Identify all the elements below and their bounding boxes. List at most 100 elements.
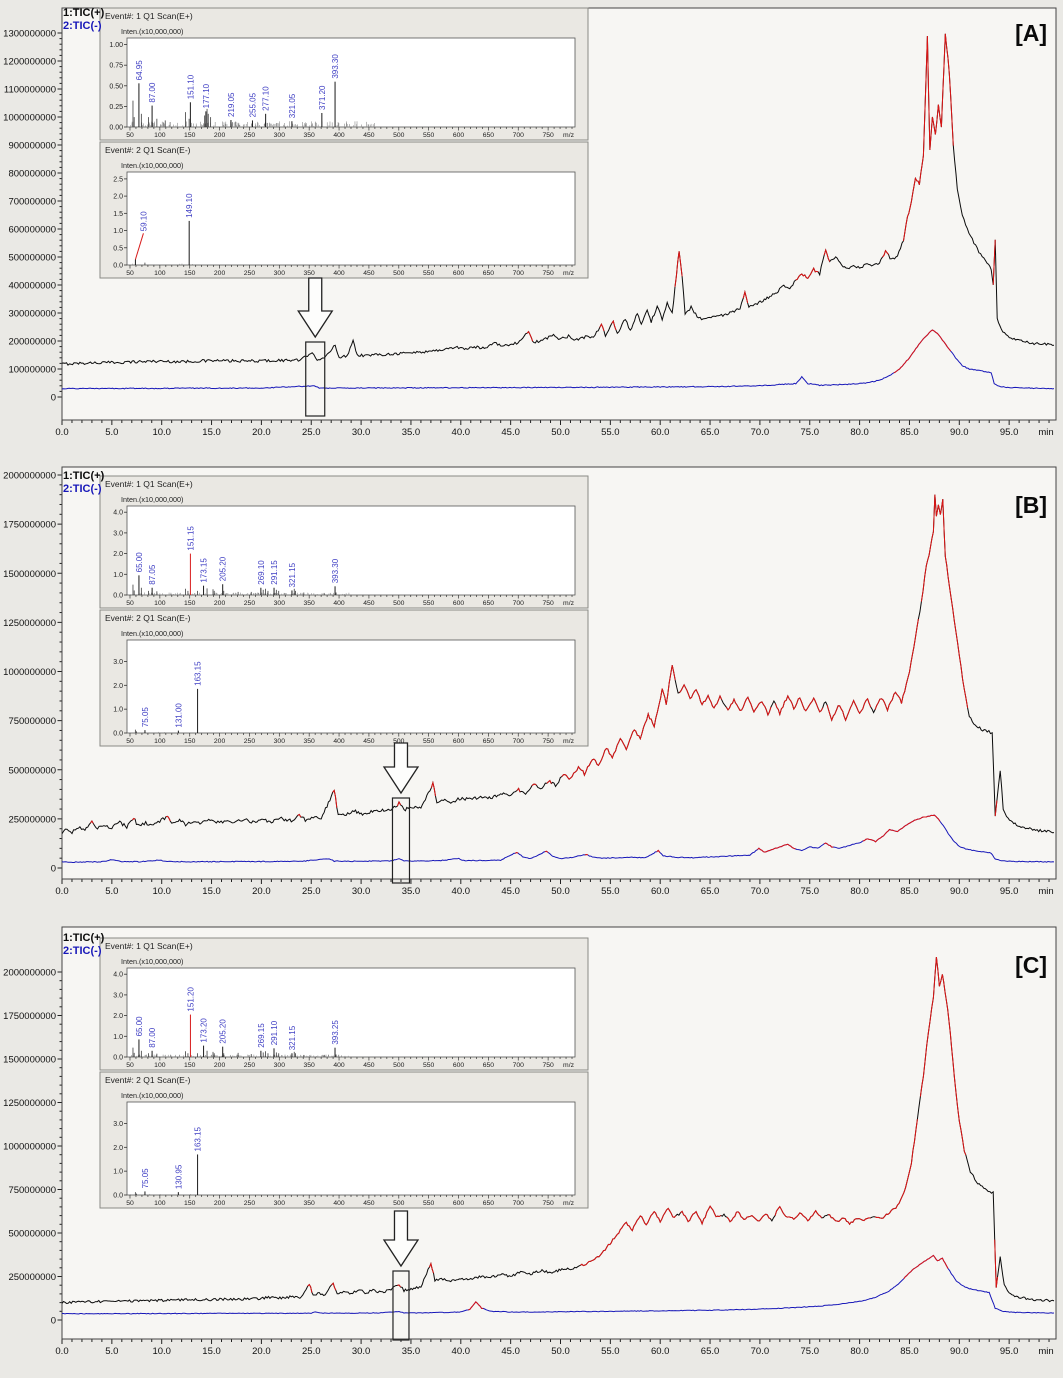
svg-text:300: 300 (274, 132, 286, 139)
svg-text:400000000: 400000000 (8, 281, 56, 292)
svg-text:100: 100 (154, 1062, 166, 1069)
svg-text:500: 500 (393, 132, 405, 139)
svg-text:5.0: 5.0 (105, 1346, 118, 1357)
svg-text:87.05: 87.05 (148, 564, 157, 585)
svg-text:300: 300 (274, 600, 286, 607)
svg-text:75.0: 75.0 (801, 427, 820, 438)
svg-text:50: 50 (126, 600, 134, 607)
svg-text:55.0: 55.0 (601, 427, 620, 438)
svg-text:600: 600 (453, 738, 465, 745)
svg-text:80.0: 80.0 (850, 1346, 869, 1357)
svg-text:450: 450 (363, 738, 375, 745)
svg-text:650: 650 (483, 1062, 495, 1069)
inset-ms-scan-negative: Event#: 2 Q1 Scan(E-) Inten.(x10,000,000)… (99, 609, 589, 747)
svg-text:1.5: 1.5 (113, 211, 123, 218)
svg-text:291.15: 291.15 (270, 560, 279, 585)
svg-text:550: 550 (423, 600, 435, 607)
svg-text:400: 400 (333, 270, 345, 277)
marker-arrow-icon (382, 1210, 420, 1268)
svg-text:m/z: m/z (563, 132, 575, 139)
svg-text:m/z: m/z (563, 1200, 575, 1207)
svg-text:400: 400 (333, 1062, 345, 1069)
svg-text:300000000: 300000000 (8, 309, 56, 320)
svg-text:1.0: 1.0 (113, 707, 123, 714)
svg-text:100: 100 (154, 600, 166, 607)
svg-text:1500000000: 1500000000 (3, 569, 56, 580)
svg-text:10.0: 10.0 (152, 886, 171, 897)
inset-ms-scan-positive: Event#: 1 Q1 Scan(E+) Inten.(x10,000,000)… (99, 937, 589, 1071)
svg-text:269.15: 269.15 (257, 1023, 266, 1048)
svg-text:750: 750 (542, 1062, 554, 1069)
svg-text:250: 250 (244, 738, 256, 745)
svg-text:1000000000: 1000000000 (3, 667, 56, 678)
svg-text:2.0: 2.0 (113, 1145, 123, 1152)
inset-ms-scan-positive: Event#: 1 Q1 Scan(E+) Inten.(x10,000,000)… (99, 475, 589, 609)
legend-tic-positive: 1:TIC(+) (63, 932, 105, 944)
panel-label-c: [C] (1015, 952, 1047, 978)
svg-text:80.0: 80.0 (850, 427, 869, 438)
svg-text:0.0: 0.0 (113, 593, 123, 600)
svg-text:15.0: 15.0 (202, 886, 221, 897)
svg-text:163.15: 163.15 (194, 1126, 203, 1151)
traces (62, 957, 1055, 1315)
svg-text:45.0: 45.0 (501, 886, 520, 897)
svg-text:149.10: 149.10 (185, 193, 194, 218)
svg-text:45.0: 45.0 (501, 427, 520, 438)
svg-text:25.0: 25.0 (302, 1346, 321, 1357)
svg-text:10.0: 10.0 (152, 427, 171, 438)
svg-text:200: 200 (214, 738, 226, 745)
svg-text:Inten.(x10,000,000): Inten.(x10,000,000) (121, 957, 183, 966)
svg-text:87.00: 87.00 (148, 1027, 157, 1048)
svg-text:100: 100 (154, 738, 166, 745)
svg-text:350: 350 (304, 132, 316, 139)
svg-text:700000000: 700000000 (8, 197, 56, 208)
svg-text:1250000000: 1250000000 (3, 1098, 56, 1109)
svg-text:250: 250 (244, 1062, 256, 1069)
inset-ms-scan-negative: Event#: 2 Q1 Scan(E-) Inten.(x10,000,000)… (99, 141, 589, 279)
svg-text:10.0: 10.0 (152, 1346, 171, 1357)
svg-text:1500000000: 1500000000 (3, 1055, 56, 1066)
svg-text:min: min (1038, 427, 1053, 438)
svg-text:100: 100 (154, 1200, 166, 1207)
svg-text:200: 200 (214, 132, 226, 139)
svg-text:64.95: 64.95 (135, 60, 144, 81)
svg-text:750: 750 (542, 132, 554, 139)
svg-text:250: 250 (244, 1200, 256, 1207)
svg-text:550: 550 (423, 1062, 435, 1069)
svg-text:1.0: 1.0 (113, 228, 123, 235)
svg-text:30.0: 30.0 (352, 1346, 371, 1357)
svg-text:50.0: 50.0 (551, 886, 570, 897)
trace-legend-c: 1:TIC(+) 2:TIC(-) (63, 932, 104, 957)
y-axis: 0 100000000 200000000 300000000 400000000 500… (3, 29, 62, 404)
svg-text:30.0: 30.0 (352, 427, 371, 438)
svg-text:350: 350 (304, 1200, 316, 1207)
svg-text:65.0: 65.0 (701, 1346, 720, 1357)
svg-text:20.0: 20.0 (252, 427, 271, 438)
svg-text:350: 350 (304, 270, 316, 277)
svg-text:500000000: 500000000 (8, 765, 56, 776)
svg-text:250: 250 (244, 270, 256, 277)
svg-text:0.50: 0.50 (109, 83, 123, 90)
panel-label-b: [B] (1015, 492, 1047, 518)
svg-text:min: min (1038, 1346, 1053, 1357)
svg-text:400: 400 (333, 132, 345, 139)
svg-text:m/z: m/z (563, 738, 575, 745)
svg-text:200: 200 (214, 1062, 226, 1069)
svg-text:1.0: 1.0 (113, 1034, 123, 1041)
svg-text:50.0: 50.0 (551, 427, 570, 438)
svg-text:0.75: 0.75 (109, 63, 123, 70)
svg-text:151.15: 151.15 (186, 526, 195, 551)
svg-text:2.5: 2.5 (113, 176, 123, 183)
svg-text:200: 200 (214, 600, 226, 607)
svg-text:3.0: 3.0 (113, 1121, 123, 1128)
svg-text:650: 650 (483, 1200, 495, 1207)
svg-text:20.0: 20.0 (252, 1346, 271, 1357)
svg-text:2.0: 2.0 (113, 683, 123, 690)
svg-text:0.0: 0.0 (55, 1346, 68, 1357)
svg-text:60.0: 60.0 (651, 1346, 670, 1357)
legend-tic-positive: 1:TIC(+) (63, 470, 105, 482)
svg-text:3.0: 3.0 (113, 530, 123, 537)
svg-text:85.0: 85.0 (900, 1346, 919, 1357)
svg-text:371.20: 371.20 (318, 85, 327, 110)
